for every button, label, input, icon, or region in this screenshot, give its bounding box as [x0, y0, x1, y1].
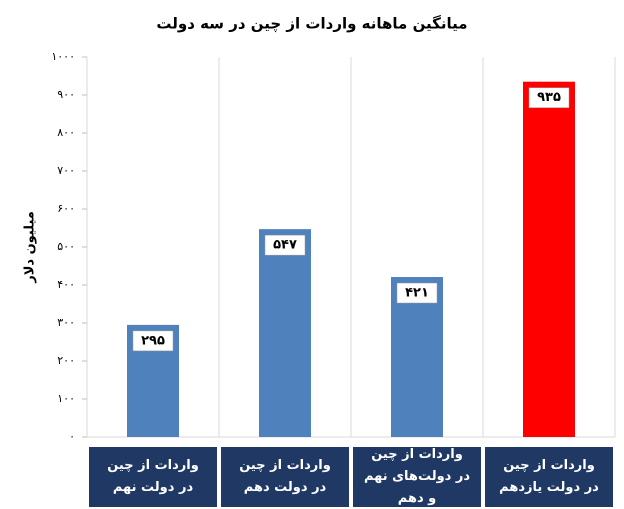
y-tick-label: ۷۰۰ — [57, 164, 75, 177]
y-axis-label: میلیون دلار — [23, 211, 38, 284]
y-tick-label: ۹۰۰ — [57, 88, 75, 101]
bar — [259, 229, 311, 437]
y-tick-label: ۲۰۰ — [57, 354, 75, 367]
y-tick-label: ۸۰۰ — [57, 126, 75, 139]
x-tick-label: واردات از چین در دولت دهم — [221, 447, 349, 507]
y-tick-label: ۴۰۰ — [57, 278, 75, 291]
chart-title: میانگین ماهانه واردات از چین در سه دولت — [156, 15, 467, 34]
value-label-box — [264, 234, 306, 256]
value-label: ۹۳۵ — [537, 90, 561, 105]
value-label: ۵۴۷ — [273, 238, 297, 253]
y-tick-label: ۶۰۰ — [57, 202, 75, 215]
x-tick-label: واردات از چین در دولت نهم — [89, 447, 217, 507]
value-label: ۴۲۱ — [405, 286, 429, 301]
y-tick-label: ۰ — [69, 430, 75, 443]
bar — [523, 81, 575, 437]
x-tick-label: واردات از چین در دولت یازدهم — [485, 447, 613, 507]
y-tick-label: ۱۰۰۰ — [51, 50, 75, 63]
y-tick-label: ۵۰۰ — [57, 240, 75, 253]
value-label: ۲۹۵ — [141, 333, 165, 348]
bar — [391, 277, 443, 437]
value-label-box — [132, 330, 174, 352]
value-label-box — [528, 87, 570, 108]
y-tick-label: ۳۰۰ — [57, 316, 75, 329]
y-tick-label: ۱۰۰ — [57, 392, 75, 405]
value-label-box — [396, 282, 438, 304]
x-tick-label: واردات از چین در دولت‌های نهم و دهم — [353, 447, 481, 507]
